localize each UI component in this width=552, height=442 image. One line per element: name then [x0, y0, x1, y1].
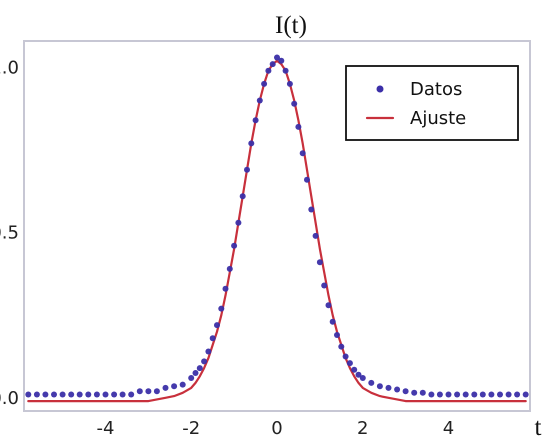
data-point: [252, 117, 259, 124]
data-point: [295, 123, 302, 130]
chart-title: I(t): [275, 12, 307, 39]
data-point: [76, 391, 83, 398]
data-point: [196, 365, 203, 372]
data-point: [505, 391, 512, 398]
data-point: [85, 391, 92, 398]
data-point: [239, 193, 246, 200]
data-point: [235, 219, 242, 226]
data-point: [51, 391, 57, 398]
data-point: [316, 259, 323, 266]
data-point: [329, 318, 336, 325]
series-layer: [25, 54, 529, 403]
y-tick-label: 0.0: [0, 388, 19, 409]
data-point: [265, 67, 272, 74]
y-axis-ticks: 0.0 0.5 1.0: [0, 57, 19, 408]
data-point: [321, 282, 328, 289]
data-point: [368, 379, 375, 386]
data-point: [136, 388, 143, 395]
y-tick-label: 0.5: [0, 223, 19, 244]
data-point: [497, 391, 503, 398]
x-axis-ticks: -4 -2 0 2 4: [96, 418, 454, 439]
data-point: [359, 375, 366, 381]
data-point: [376, 383, 383, 390]
data-point: [488, 391, 495, 398]
data-point: [325, 302, 332, 309]
data-point: [192, 370, 199, 376]
data-point: [419, 389, 426, 396]
data-point: [291, 100, 298, 107]
data-point: [59, 391, 66, 398]
data-point: [346, 360, 353, 367]
data-point: [231, 242, 238, 249]
data-point: [128, 391, 135, 398]
data-point: [209, 335, 216, 342]
data-point: [269, 61, 276, 68]
data-point: [153, 388, 160, 395]
data-point: [171, 383, 178, 390]
x-tick-label: -2: [182, 418, 200, 439]
data-point: [342, 353, 349, 360]
data-point: [286, 80, 293, 87]
data-point: [119, 391, 126, 398]
legend-box: [345, 65, 519, 141]
data-point: [111, 391, 118, 398]
data-point: [304, 176, 310, 183]
data-point: [522, 391, 529, 398]
legend-marker-datos: [376, 85, 384, 93]
x-tick-label: 4: [443, 418, 454, 439]
data-point: [33, 391, 40, 398]
data-point: [93, 391, 100, 398]
data-point: [428, 391, 435, 398]
data-point: [334, 332, 340, 338]
data-point: [222, 285, 229, 292]
data-point: [299, 150, 306, 157]
data-point: [462, 391, 469, 398]
data-point: [214, 322, 220, 329]
x-tick-label: 0: [271, 418, 282, 439]
data-point: [454, 391, 461, 398]
data-point: [436, 391, 443, 398]
data-point: [351, 366, 358, 373]
data-point: [201, 358, 208, 365]
data-point: [162, 384, 169, 391]
data-point: [355, 371, 362, 378]
data-point: [248, 140, 255, 147]
data-point: [274, 54, 280, 61]
data-point: [256, 97, 263, 104]
data-point: [205, 348, 212, 355]
data-point: [188, 375, 195, 381]
data-point: [244, 166, 250, 173]
data-point: [179, 381, 186, 388]
data-point: [479, 391, 486, 398]
data-point: [308, 206, 315, 213]
data-point: [385, 384, 392, 391]
data-point: [68, 391, 75, 398]
data-point: [445, 391, 452, 398]
x-tick-label: -4: [96, 418, 114, 439]
data-point: [282, 67, 289, 74]
data-point: [411, 389, 418, 396]
data-point: [261, 80, 268, 87]
legend: Datos Ajuste: [345, 65, 519, 141]
data-point: [514, 391, 521, 398]
data-point: [402, 388, 409, 395]
data-point: [226, 265, 233, 272]
data-point: [42, 391, 49, 398]
data-point: [218, 305, 225, 312]
data-point: [471, 391, 478, 398]
legend-label-ajuste: Ajuste: [410, 108, 466, 129]
fit-line-ajuste: [27, 59, 527, 403]
y-tick-label: 1.0: [0, 57, 19, 78]
x-tick-label: 2: [357, 418, 368, 439]
data-point: [278, 57, 285, 64]
data-point: [102, 391, 109, 398]
data-point: [25, 391, 32, 398]
data-point: [394, 386, 401, 393]
data-point: [145, 388, 152, 395]
x-axis-label: t: [535, 414, 542, 441]
legend-label-datos: Datos: [410, 79, 462, 100]
data-point: [312, 232, 319, 239]
data-point: [338, 343, 345, 350]
